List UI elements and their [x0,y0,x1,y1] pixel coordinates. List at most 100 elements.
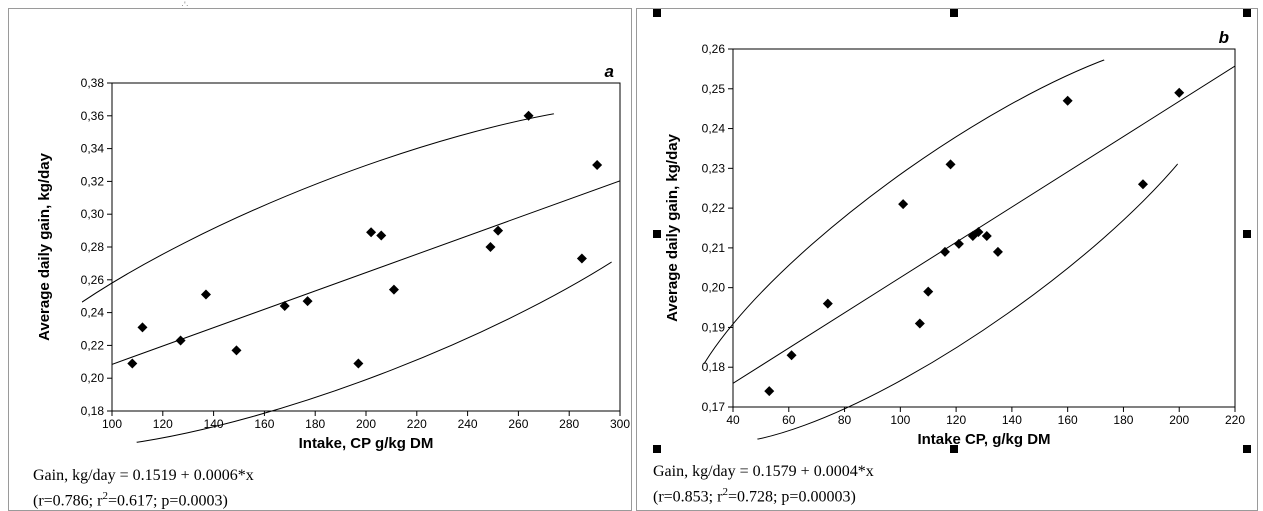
data-point [1174,87,1185,98]
x-tick-label: 120 [153,417,173,431]
y-tick-label: 0,18 [702,360,726,374]
x-tick-label: 180 [1113,413,1133,427]
scatter-chart-b: 40 60 80 100 120 140 160 180 200 220 0,17 0,18 0,19 0… [664,28,1245,448]
x-axis-title: Intake CP, g/kg DM [917,431,1050,448]
y-tick-label: 0,38 [81,76,105,90]
x-tick-label: 220 [407,417,427,431]
y-tick-label: 0,17 [702,400,726,414]
regression-line [112,180,620,365]
y-tick-label: 0,23 [702,161,726,175]
data-point [231,345,242,356]
resize-handle[interactable] [1243,9,1251,17]
data-point [1137,179,1148,190]
data-point [1062,95,1073,106]
data-point [366,227,377,238]
y-tick-label: 0,21 [702,241,726,255]
chart-panel-b: 40 60 80 100 120 140 160 180 200 220 0,17 0,18 0,19 0… [636,8,1258,511]
x-tick-label: 200 [356,417,376,431]
data-point [576,253,587,264]
resize-handle[interactable] [653,445,661,453]
x-tick-label: 40 [726,413,740,427]
x-tick-label: 160 [1058,413,1078,427]
equation-text: Gain, kg/day = 0.1579 + 0.0004*x [653,463,874,480]
data-point [592,160,603,170]
data-point [898,199,909,210]
panel-letter: a [605,62,614,81]
stats-text: (r=0.853; r2=0.728; p=0.00003) [653,486,856,506]
resize-handle[interactable] [950,445,958,453]
data-point [973,226,984,237]
data-point [376,230,387,241]
confidence-ellipse [60,103,653,450]
equation-text: Gain, kg/day = 0.1519 + 0.0006*x [33,467,254,484]
x-tick-label: 260 [508,417,528,431]
scatter-chart-a: 100 120 140 160 180 200 220 240 260 280 3000,180,2… [36,62,653,452]
x-tick-label: 200 [1169,413,1189,427]
y-tick-label: 0,26 [702,42,726,56]
chart-panel-a: 100 120 140 160 180 200 220 240 260 280 300 0,18 0,2… [8,8,653,511]
y-tick-label: 0,20 [702,281,726,295]
resize-handle[interactable] [653,230,661,238]
y-tick-label: 0,28 [81,240,105,254]
data-point [764,386,775,397]
plot-frame [732,48,1236,408]
data-point [493,225,504,236]
corner-mark: ·'· [181,0,189,10]
x-tick-label: 80 [838,413,852,427]
y-tick-label: 0,32 [81,174,105,188]
y-axis-title: Average daily gain, kg/day [36,152,53,341]
y-axis-title: Average daily gain, kg/day [664,133,681,322]
y-tick-label: 0,19 [702,320,726,334]
x-tick-label: 140 [1002,413,1022,427]
data-point [981,230,992,241]
x-tick-label: 300 [610,417,630,431]
data-point [388,284,399,295]
y-tick-label: 0,24 [702,122,726,136]
data-point [967,230,978,241]
data-point [137,322,148,333]
resize-handle[interactable] [950,9,958,17]
x-tick-label: 60 [782,413,796,427]
y-tick-label: 0,36 [81,109,105,123]
data-point [822,298,833,309]
regression-caption-b: Gain, kg/day = 0.1579 + 0.0004*x (r=0.85… [653,461,874,507]
data-point [953,238,964,249]
y-tick-label: 0,24 [81,306,105,320]
data-point [127,358,138,369]
x-tick-label: 180 [305,417,325,431]
data-point [485,242,496,252]
y-tick-label: 0,22 [81,338,105,352]
y-tick-label: 0,20 [81,371,105,385]
y-tick-label: 0,18 [81,404,105,418]
x-tick-label: 160 [254,417,274,431]
data-point [945,159,956,170]
resize-handle[interactable] [1243,445,1251,453]
plot-frame [111,82,621,412]
x-tick-label: 280 [559,417,579,431]
data-point [200,289,211,300]
resize-handle[interactable] [653,9,661,17]
x-tick-label: 120 [946,413,966,427]
data-point [353,358,364,369]
data-point [302,296,313,307]
data-point [992,246,1003,257]
y-tick-label: 0,22 [702,201,726,215]
data-point [914,318,925,329]
y-tick-label: 0,34 [81,142,105,156]
x-tick-label: 220 [1225,413,1245,427]
stats-text: (r=0.786; r2=0.617; p=0.0003) [33,490,228,510]
data-point [786,350,797,361]
resize-handle[interactable] [1243,230,1251,238]
x-tick-label: 240 [458,417,478,431]
data-point [175,335,186,346]
y-tick-label: 0,30 [81,207,105,221]
data-point [279,301,290,312]
y-tick-label: 0,25 [702,82,726,96]
data-point [923,286,934,297]
y-tick-label: 0,26 [81,273,105,287]
data-point [939,246,950,257]
regression-line [733,65,1235,384]
regression-caption-a: Gain, kg/day = 0.1519 + 0.0006*x (r=0.78… [33,465,254,511]
x-axis-title: Intake, CP g/kg DM [299,435,434,452]
data-point [523,110,534,121]
